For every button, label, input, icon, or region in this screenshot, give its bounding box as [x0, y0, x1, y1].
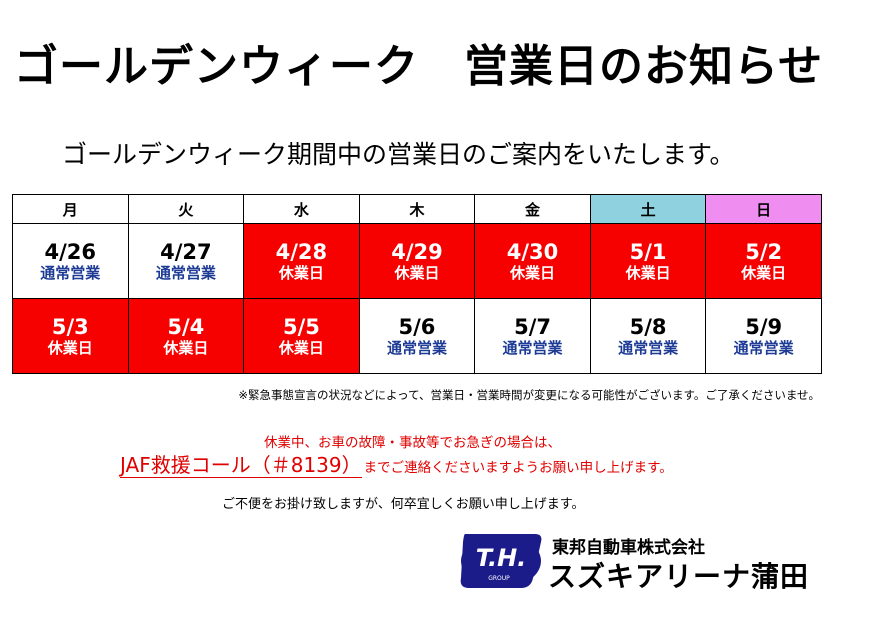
day-date: 5/6	[398, 315, 436, 339]
day-status: 休業日	[47, 339, 93, 357]
day-date: 4/27	[160, 240, 212, 264]
day-date: 5/7	[514, 315, 551, 339]
day-status: 通常営業	[155, 264, 216, 282]
calendar-week-row: 5/3 休業日 5/4 休業日 5/5 休業日 5/6 通常営業 5/7 通常営業 5/8 通常営業 5…	[12, 298, 822, 374]
calendar-day-open: 5/7 通常営業	[474, 298, 591, 374]
day-status: 休業日	[394, 264, 440, 282]
calendar-day-closed: 4/29 休業日	[358, 223, 476, 299]
day-date: 5/2	[745, 240, 783, 264]
calendar-day-closed: 4/28 休業日	[243, 223, 360, 299]
calendar-day-closed: 5/3 休業日	[12, 298, 129, 374]
day-date: 5/5	[282, 315, 320, 339]
day-status: 通常営業	[40, 264, 101, 282]
day-date: 4/30	[506, 240, 559, 264]
day-date: 5/9	[745, 315, 783, 339]
emergency-line-2: JAF救援コール（＃8139） までご連絡くださいますようお願い申し上げます。	[120, 449, 673, 478]
day-date: 4/26	[44, 240, 97, 264]
day-date: 4/28	[275, 240, 328, 264]
day-date: 5/4	[167, 315, 205, 339]
day-status: 休業日	[163, 339, 209, 357]
calendar-day-open: 5/6 通常営業	[358, 298, 476, 374]
emergency-contact-text: までご連絡くださいますようお願い申し上げます。	[363, 460, 673, 476]
calendar-day-open: 5/8 通常営業	[589, 298, 707, 374]
day-status: 休業日	[278, 339, 324, 357]
day-status: 休業日	[625, 264, 671, 282]
day-status: 通常営業	[386, 339, 447, 357]
calendar-week-row: 4/26 通常営業 4/27 通常営業 4/28 休業日 4/29 休業日 4/30 休業日 5/1…	[12, 223, 822, 299]
calendar-body: 4/26 通常営業 4/27 通常営業 4/28 休業日 4/29 休業日 4/30 休業日 5/1…	[12, 223, 822, 374]
company-logo: T.H. GROUP	[460, 534, 542, 588]
day-status: 休業日	[278, 264, 324, 282]
page-title: ゴールデンウィーク 営業日のお知らせ	[14, 41, 824, 92]
weekday-fri: 金	[474, 194, 591, 224]
emergency-line-1: 休業中、お車の故障・事故等でお急ぎの場合は、	[264, 435, 561, 451]
company-name: 東邦自動車株式会社	[552, 538, 705, 558]
page-subtitle: ゴールデンウィーク期間中の営業日のご案内をいたします。	[62, 140, 735, 169]
calendar-day-open: 5/9 通常営業	[705, 298, 822, 374]
day-status: 休業日	[510, 264, 556, 282]
calendar-day-open: 4/27 通常営業	[127, 223, 245, 299]
calendar-day-closed: 4/30 休業日	[474, 223, 591, 299]
day-date: 5/1	[629, 240, 667, 264]
day-date: 4/29	[391, 240, 443, 264]
weekday-tue: 火	[127, 194, 245, 224]
calendar-day-closed: 5/4 休業日	[127, 298, 245, 374]
business-calendar: 月 火 水 木 金 土 日 4/26 通常営業 4/27 通常営業 4/28 休業日 4/2…	[12, 194, 822, 374]
calendar-day-closed: 5/5 休業日	[243, 298, 360, 374]
weekday-sun: 日	[705, 194, 822, 224]
logo-text: T.H.	[476, 544, 527, 572]
weekday-wed: 水	[243, 194, 360, 224]
logo-sub-text: GROUP	[488, 575, 510, 582]
store-name: スズキアリーナ蒲田	[548, 560, 810, 593]
apology-text: ご不便をお掛け致しますが、何卒宜しくお願い申し上げます。	[222, 497, 585, 512]
day-status: 休業日	[741, 264, 787, 282]
jaf-call-number: JAF救援コール（＃8139）	[120, 453, 362, 478]
day-status: 通常営業	[618, 339, 679, 357]
day-date: 5/3	[51, 315, 89, 339]
weekday-thu: 木	[358, 194, 476, 224]
day-status: 通常営業	[733, 339, 794, 357]
weekday-header-row: 月 火 水 木 金 土 日	[12, 194, 822, 224]
day-date: 5/8	[629, 315, 667, 339]
day-status: 通常営業	[502, 339, 563, 357]
notice-text: ※緊急事態宣言の状況などによって、営業日・営業時間が変更になる可能性がございます…	[238, 388, 820, 402]
calendar-day-closed: 5/1 休業日	[589, 223, 707, 299]
calendar-day-open: 4/26 通常営業	[12, 223, 129, 299]
calendar-day-closed: 5/2 休業日	[705, 223, 822, 299]
weekday-sat: 土	[589, 194, 707, 224]
weekday-mon: 月	[12, 194, 129, 224]
